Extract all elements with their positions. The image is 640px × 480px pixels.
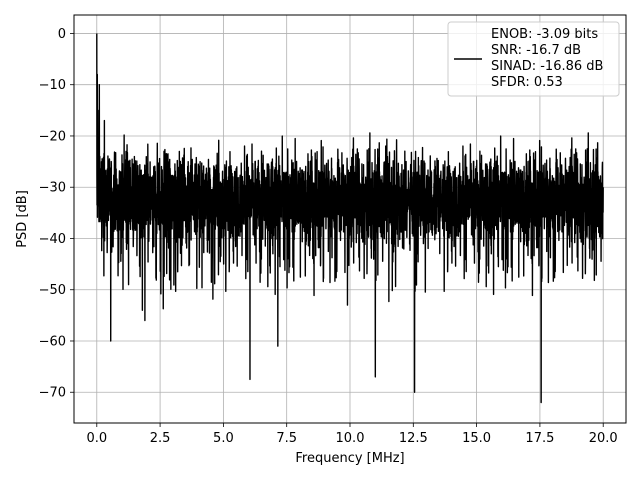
legend-line-enob: ENOB: -3.09 bits <box>491 27 598 42</box>
x-tick-label: 10.0 <box>336 431 365 446</box>
legend-line-sfdr: SFDR: 0.53 <box>491 75 563 90</box>
y-axis-label: PSD [dB] <box>15 190 30 248</box>
y-tick-label: 0 <box>58 27 66 42</box>
x-axis-label: Frequency [MHz] <box>295 451 404 466</box>
y-tick-label: −10 <box>39 78 66 93</box>
y-ticks: 0 −10 −20 −30 −40 −50 −60 −70 <box>39 27 74 401</box>
y-tick-label: −60 <box>39 334 66 349</box>
legend: ENOB: -3.09 bits SNR: -16.7 dB SINAD: -1… <box>447 21 620 97</box>
x-tick-label: 20.0 <box>589 431 618 446</box>
y-tick-label: −20 <box>39 129 66 144</box>
y-tick-label: −40 <box>39 232 66 247</box>
legend-box <box>447 21 620 97</box>
plot-area <box>96 33 604 404</box>
legend-line-snr: SNR: -16.7 dB <box>491 43 581 58</box>
x-tick-label: 17.5 <box>525 431 554 446</box>
x-tick-label: 7.5 <box>276 431 297 446</box>
x-tick-label: 5.0 <box>213 431 234 446</box>
y-tick-label: −50 <box>39 283 66 298</box>
y-tick-label: −30 <box>39 181 66 196</box>
x-tick-label: 12.5 <box>399 431 428 446</box>
x-ticks: 0.0 2.5 5.0 7.5 10.0 12.5 15.0 17.5 20.0 <box>86 423 618 446</box>
legend-line-sinad: SINAD: -16.86 dB <box>491 59 603 74</box>
x-tick-label: 0.0 <box>86 431 107 446</box>
y-tick-label: −70 <box>39 386 66 401</box>
psd-series-line <box>96 33 604 404</box>
x-tick-label: 2.5 <box>150 431 171 446</box>
x-tick-label: 15.0 <box>462 431 491 446</box>
